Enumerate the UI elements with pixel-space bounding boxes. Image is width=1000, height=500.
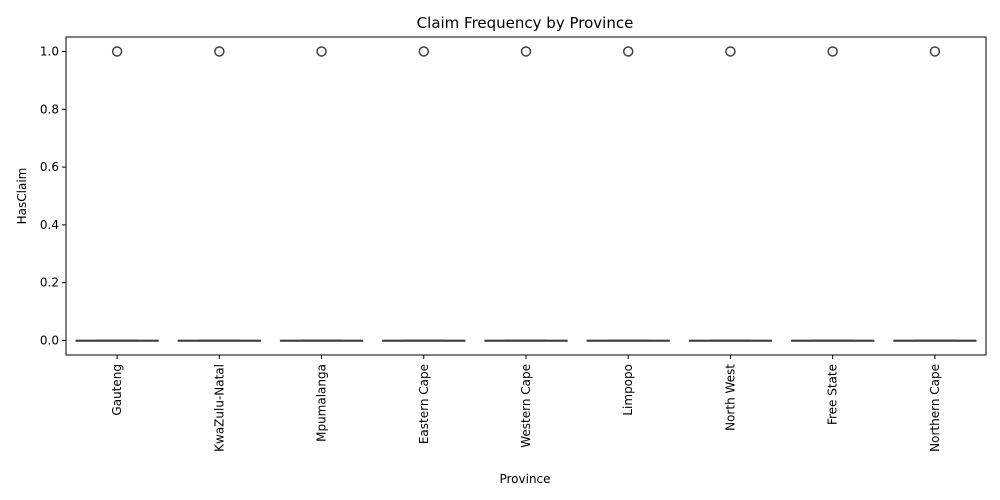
x-axis: Gauteng KwaZulu-Natal Mpumalanga Eastern Ca…	[110, 355, 942, 452]
box-series	[75, 46, 977, 342]
y-axis-label: HasClaim	[15, 168, 29, 225]
outlier-point	[214, 46, 225, 57]
x-tick-label: Northern Cape	[928, 364, 942, 452]
y-tick-label: 0.4	[40, 218, 59, 232]
x-tick-label: Mpumalanga	[315, 364, 329, 442]
outlier-point	[725, 46, 736, 57]
y-tick-label: 0.6	[40, 160, 59, 174]
y-tick-label: 0.0	[40, 334, 59, 348]
outlier-point	[929, 46, 941, 57]
x-tick-label: Eastern Cape	[417, 364, 431, 444]
plot-frame	[65, 36, 987, 356]
x-tick-label: Gauteng	[110, 364, 124, 416]
x-tick-label: Western Cape	[519, 364, 533, 448]
y-tick-label: 0.8	[40, 102, 59, 116]
outlier-point	[827, 46, 838, 57]
y-axis: 0.0 0.2 0.4 0.6 0.8 1.0	[40, 44, 66, 348]
outlier-point	[111, 46, 123, 57]
x-tick-label: KwaZulu-Natal	[212, 364, 226, 452]
x-tick-label: Free State	[826, 364, 840, 425]
outlier-point	[622, 46, 634, 57]
x-tick-label: Limpopo	[621, 364, 635, 416]
x-tick-label: North West	[723, 364, 737, 431]
y-tick-label: 1.0	[40, 44, 59, 58]
outlier-point	[520, 46, 532, 57]
y-tick-label: 0.2	[40, 276, 59, 290]
outlier-point	[418, 46, 430, 57]
chart-title: Claim Frequency by Province	[417, 14, 634, 32]
outlier-point	[316, 46, 327, 57]
x-axis-label: Province	[499, 472, 550, 486]
